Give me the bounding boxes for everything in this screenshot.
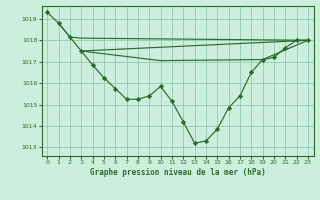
X-axis label: Graphe pression niveau de la mer (hPa): Graphe pression niveau de la mer (hPa) bbox=[90, 168, 266, 177]
